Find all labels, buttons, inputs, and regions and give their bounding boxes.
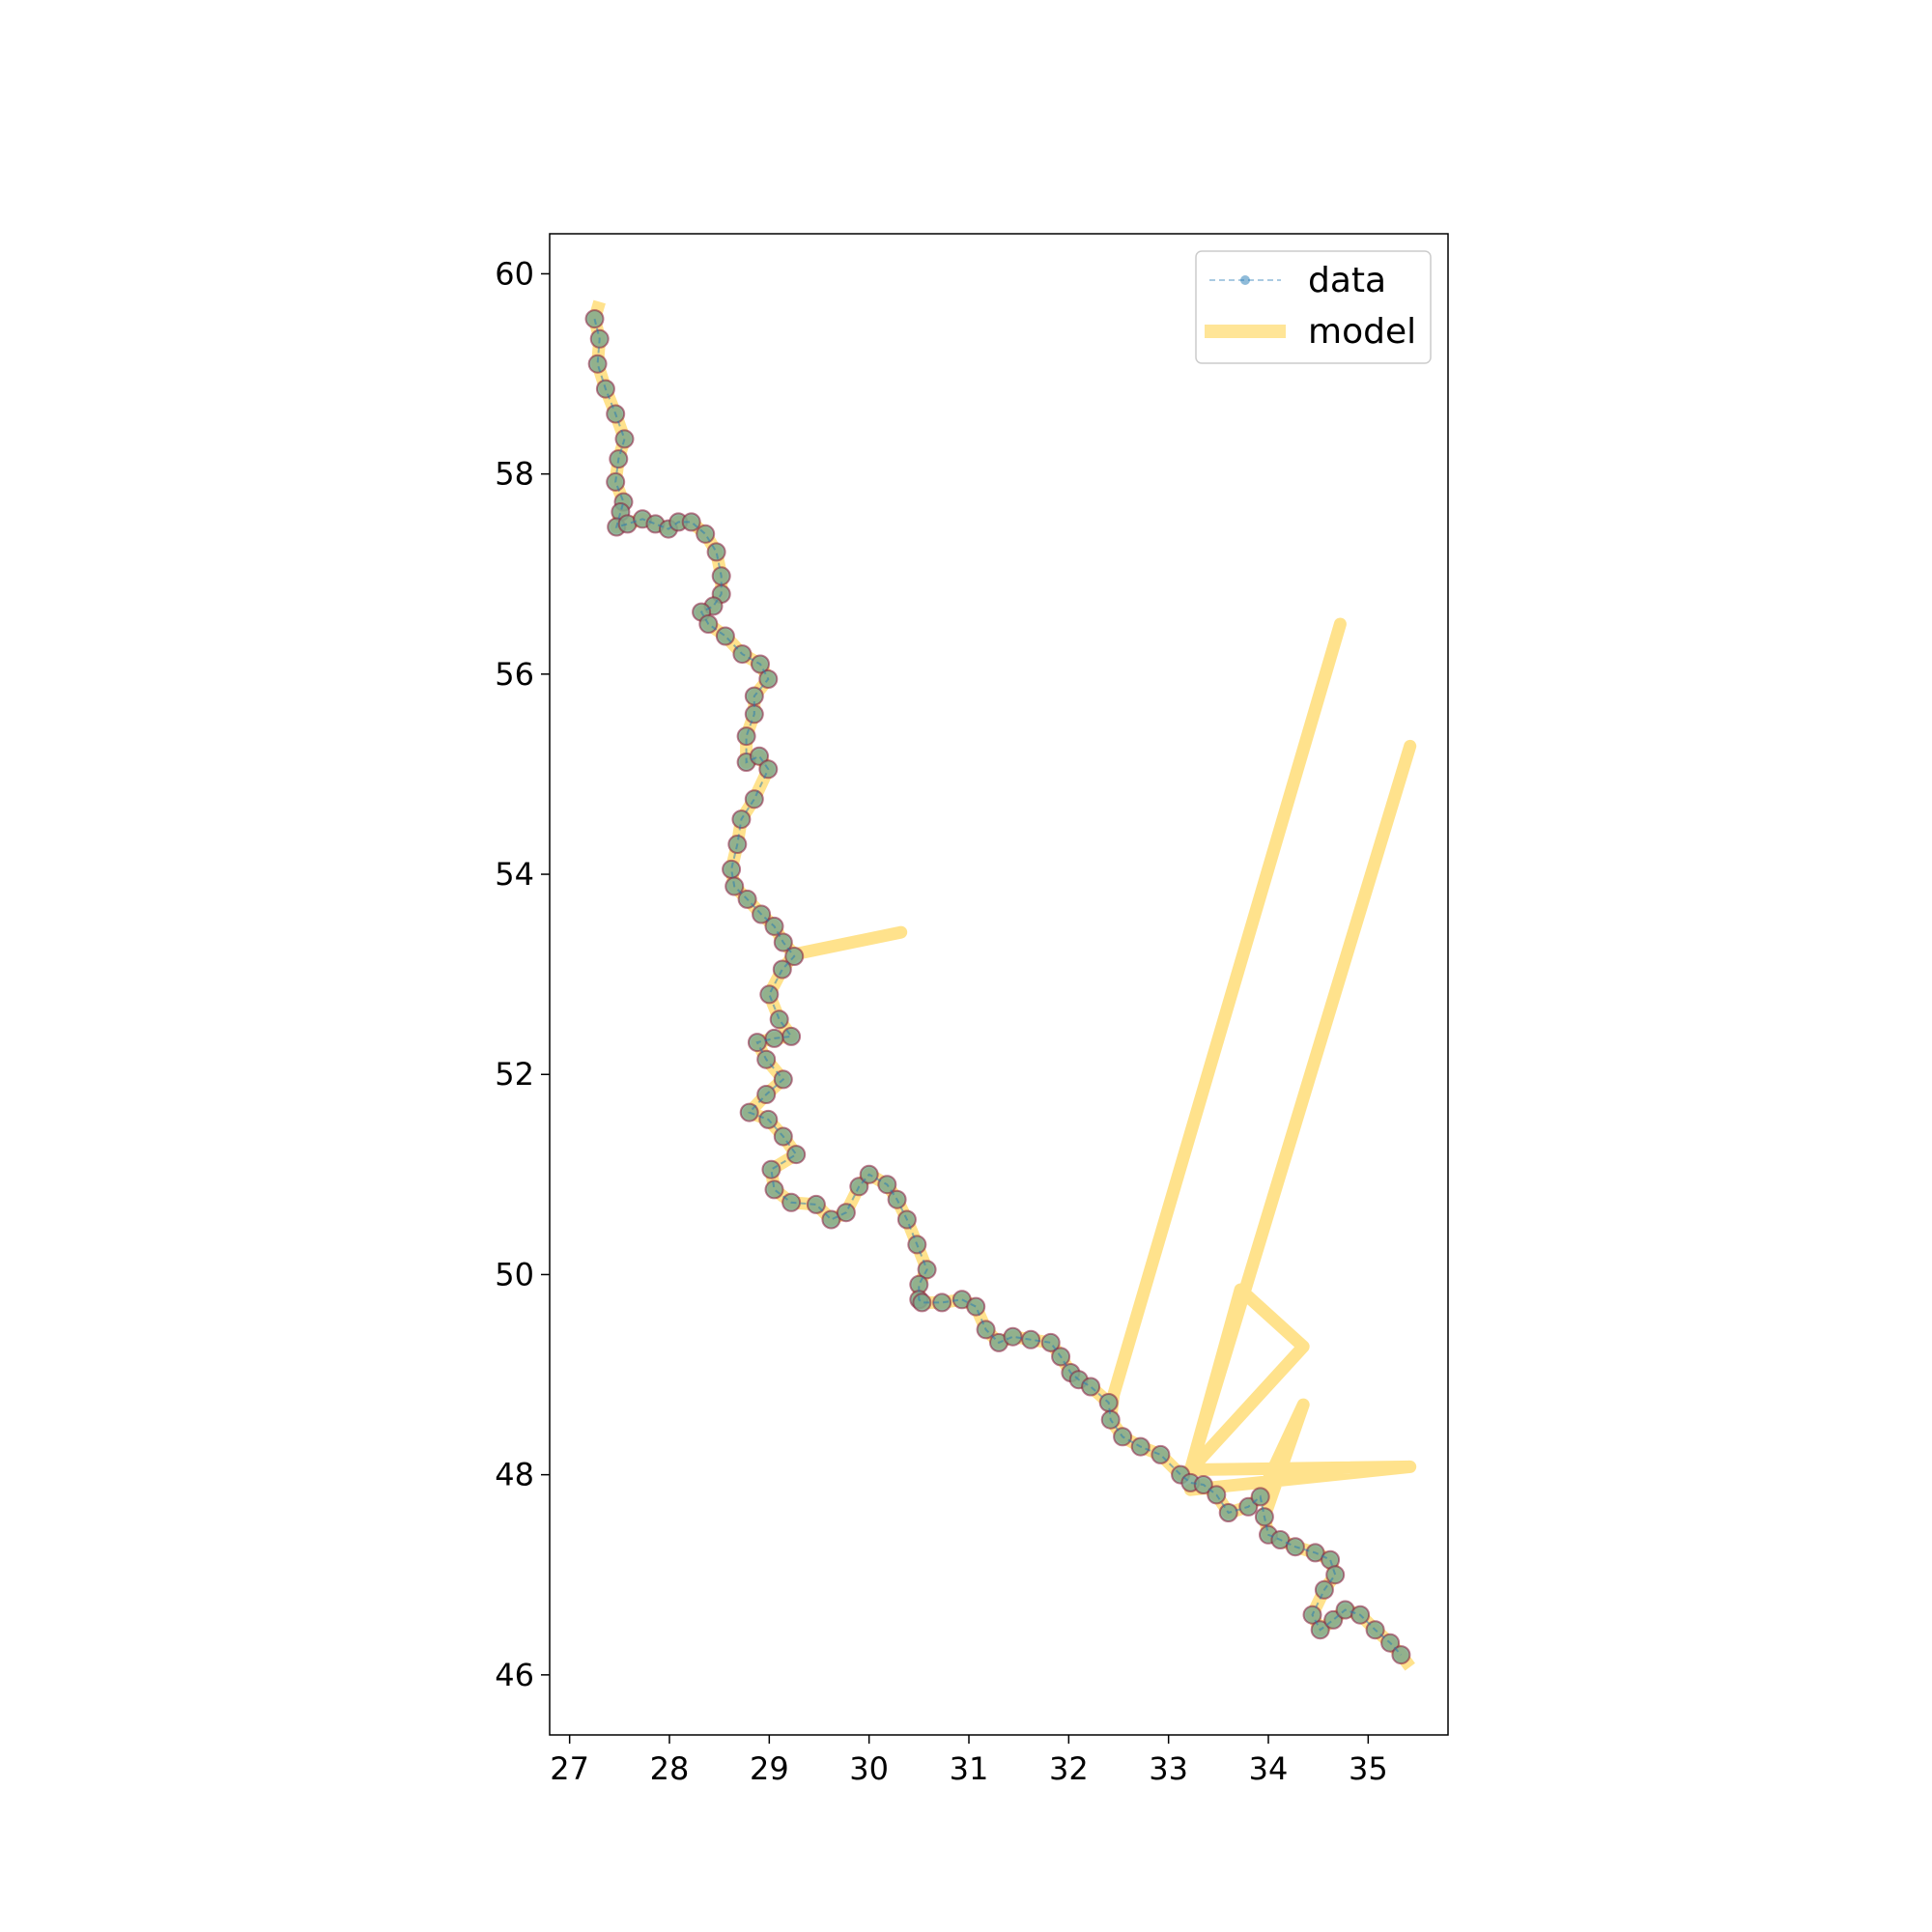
legend-data-label: data xyxy=(1308,261,1386,300)
x-tick-label: 32 xyxy=(1049,1750,1089,1787)
x-tick-label: 27 xyxy=(550,1750,589,1787)
data-point xyxy=(587,354,608,374)
data-point xyxy=(736,726,756,747)
data-point xyxy=(1003,1326,1023,1347)
data-point xyxy=(759,984,780,1005)
data-point xyxy=(786,1145,807,1165)
data-point xyxy=(696,524,716,544)
y-tick-label: 50 xyxy=(495,1256,534,1293)
y-tick-label: 48 xyxy=(495,1457,534,1493)
data-series xyxy=(584,309,1411,1665)
x-axis: 27 28 29 30 31 32 33 34 35 xyxy=(550,1735,1388,1787)
data-series-line xyxy=(593,318,1403,1656)
plot-area xyxy=(584,299,1417,1671)
data-point xyxy=(1040,1332,1061,1352)
x-tick-label: 29 xyxy=(750,1750,789,1787)
series-layer xyxy=(584,299,1417,1671)
data-point xyxy=(1325,1565,1346,1585)
axes-frame xyxy=(549,233,1449,1736)
data-point xyxy=(744,789,764,810)
data-point xyxy=(912,1293,932,1313)
data-point xyxy=(750,746,769,766)
x-tick-label: 28 xyxy=(650,1750,690,1787)
legend-model-label: model xyxy=(1308,312,1416,352)
data-point xyxy=(715,626,735,646)
data-point xyxy=(706,542,726,562)
x-tick-label: 30 xyxy=(849,1750,889,1787)
y-tick-label: 58 xyxy=(495,456,534,493)
data-point xyxy=(966,1296,986,1317)
x-tick-label: 33 xyxy=(1149,1750,1188,1787)
legend-box xyxy=(1195,250,1432,364)
data-point xyxy=(761,1159,781,1179)
y-tick-label: 52 xyxy=(495,1056,534,1093)
y-tick-label: 54 xyxy=(495,856,534,893)
x-tick-label: 31 xyxy=(950,1750,989,1787)
data-point xyxy=(769,1009,789,1030)
data-point xyxy=(614,429,635,449)
data-point xyxy=(1081,1377,1101,1397)
legend-data-marker xyxy=(1240,275,1250,285)
y-axis: 46 48 50 52 54 56 58 60 xyxy=(495,255,550,1693)
data-point xyxy=(722,859,742,879)
legend: data model xyxy=(1195,250,1432,364)
y-tick-label: 60 xyxy=(495,255,534,292)
y-tick-label: 46 xyxy=(495,1657,534,1693)
x-tick-label: 34 xyxy=(1249,1750,1289,1787)
y-tick-label: 56 xyxy=(495,656,534,693)
x-tick-label: 35 xyxy=(1349,1750,1388,1787)
